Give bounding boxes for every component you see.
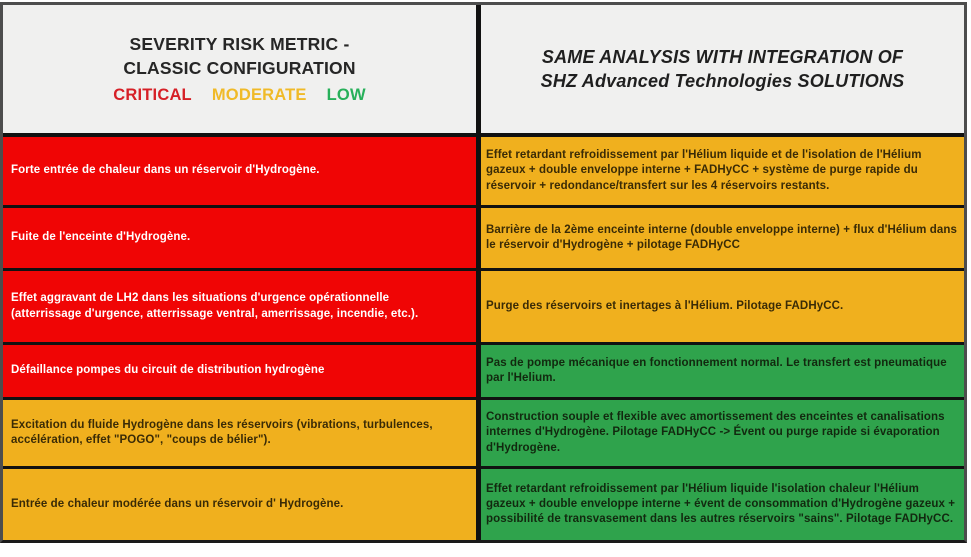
risk-cell: Défaillance pompes du circuit de distrib… (3, 345, 481, 397)
table-row: Excitation du fluide Hydrogène dans les … (3, 400, 964, 469)
classic-title-line1: SEVERITY RISK METRIC - (129, 33, 350, 54)
table-row: Entrée de chaleur modérée dans un réserv… (3, 469, 964, 540)
risk-cell: Excitation du fluide Hydrogène dans les … (3, 400, 481, 466)
risk-comparison-table: SEVERITY RISK METRIC - CLASSIC CONFIGURA… (0, 2, 967, 543)
table-header: SEVERITY RISK METRIC - CLASSIC CONFIGURA… (3, 5, 964, 137)
solution-cell: Effet retardant refroidissement par l'Hé… (481, 137, 964, 205)
legend-critical: CRITICAL (113, 86, 192, 105)
table-body: Forte entrée de chaleur dans un réservoi… (3, 137, 964, 540)
risk-cell: Fuite de l'enceinte d'Hydrogène. (3, 208, 481, 268)
solutions-title-line1: SAME ANALYSIS WITH INTEGRATION OF (541, 46, 904, 67)
solution-cell: Construction souple et flexible avec amo… (481, 400, 964, 466)
table-row: Défaillance pompes du circuit de distrib… (3, 345, 964, 400)
table-row: Fuite de l'enceinte d'Hydrogène. Barrière… (3, 208, 964, 271)
solution-cell: Effet retardant refroidissement par l'Hé… (481, 469, 964, 540)
solutions-title: SAME ANALYSIS WITH INTEGRATION OF SHZ Ad… (541, 45, 905, 94)
risk-cell: Effet aggravant de LH2 dans les situatio… (3, 271, 481, 342)
classic-title-line2: CLASSIC CONFIGURATION (123, 57, 356, 78)
severity-legend: CRITICAL MODERATE LOW (113, 86, 365, 105)
legend-moderate: MODERATE (211, 86, 307, 105)
legend-low: LOW (326, 86, 366, 105)
solution-cell: Purge des réservoirs et inertages à l'Hé… (481, 271, 964, 342)
solution-cell: Barrière de la 2ème enceinte interne (do… (481, 208, 964, 268)
risk-cell: Entrée de chaleur modérée dans un réserv… (3, 469, 481, 540)
solutions-header: SAME ANALYSIS WITH INTEGRATION OF SHZ Ad… (481, 5, 964, 133)
solutions-title-line2: SHZ Advanced Technologies SOLUTIONS (540, 71, 905, 91)
classic-configuration-title: SEVERITY RISK METRIC - CLASSIC CONFIGURA… (123, 33, 355, 80)
risk-cell: Forte entrée de chaleur dans un réservoi… (3, 137, 481, 205)
solution-cell: Pas de pompe mécanique en fonctionnement… (481, 345, 964, 397)
table-row: Forte entrée de chaleur dans un réservoi… (3, 137, 964, 208)
classic-configuration-header: SEVERITY RISK METRIC - CLASSIC CONFIGURA… (3, 5, 481, 133)
table-row: Effet aggravant de LH2 dans les situatio… (3, 271, 964, 345)
